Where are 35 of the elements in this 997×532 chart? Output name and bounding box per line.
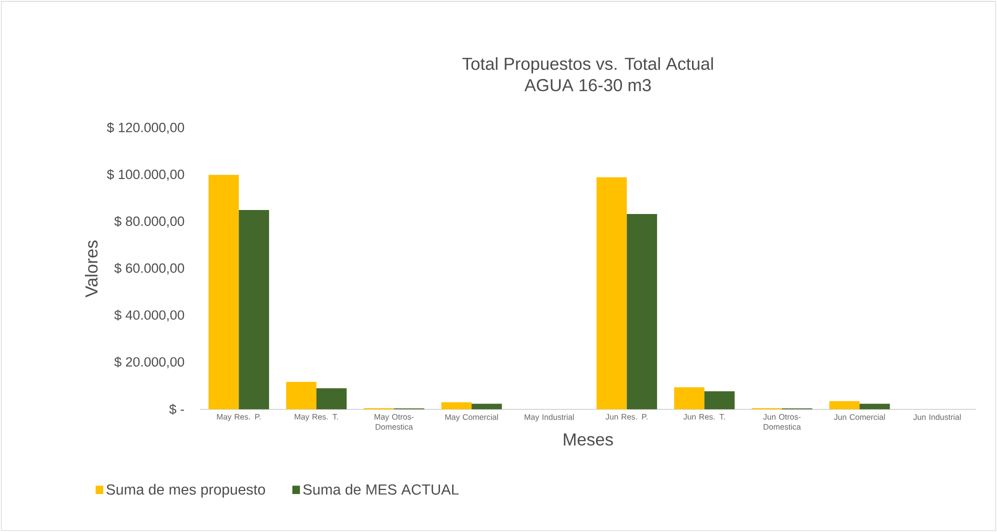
bar xyxy=(316,388,347,410)
y-tick-label: $ 60.000,00 xyxy=(114,262,184,274)
bar xyxy=(472,404,502,410)
bar xyxy=(674,387,704,410)
bar xyxy=(704,391,735,410)
x-tick-label: May Otros-Domestica xyxy=(374,414,414,430)
bar xyxy=(596,177,627,410)
x-tick-label: Jun Otros-Domestica xyxy=(763,414,801,430)
x-tick-label: May Res. P. xyxy=(217,414,260,422)
chart-title: Total Propuestos vs. Total Actual xyxy=(462,57,713,74)
bar xyxy=(208,174,239,410)
x-axis-title: Meses xyxy=(564,434,613,446)
bar xyxy=(860,404,890,410)
chart-subtitle: AGUA 16-30 m3 xyxy=(524,79,651,92)
y-tick-label: $ 80.000,00 xyxy=(114,216,184,228)
x-tick-label: Jun Industrial xyxy=(913,414,961,420)
legend-label: Suma de mes propuesto xyxy=(106,484,266,498)
legend-label: Suma de MES ACTUAL xyxy=(303,484,459,495)
bar xyxy=(626,214,658,410)
x-tick-label: May Industrial xyxy=(524,414,574,422)
x-tick-label: Jun Res. T. xyxy=(683,414,725,420)
x-tick-label: May Comercial xyxy=(445,414,498,422)
y-tick-label: $ 120.000,00 xyxy=(106,122,184,134)
bar xyxy=(829,401,860,410)
y-tick-label: $ - xyxy=(169,404,184,415)
y-tick-label: $ 100.000,00 xyxy=(106,169,184,181)
bar xyxy=(286,382,316,410)
x-tick-label: Jun Res. P. xyxy=(606,414,648,420)
y-tick-label: $ 20.000,00 xyxy=(114,356,184,368)
x-tick-label: May Res. T. xyxy=(294,414,338,422)
bar xyxy=(238,210,270,410)
y-axis-title: Valores xyxy=(84,240,98,298)
bar xyxy=(441,402,472,410)
x-tick-label: Jun Comercial xyxy=(834,414,885,420)
y-tick-label: $ 40.000,00 xyxy=(114,310,184,322)
